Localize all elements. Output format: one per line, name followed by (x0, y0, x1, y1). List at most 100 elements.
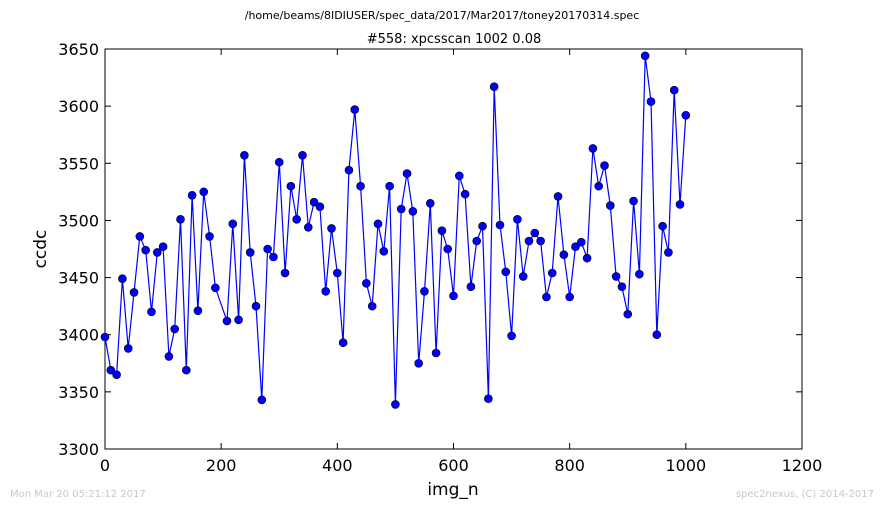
data-point (251, 301, 261, 311)
data-point (356, 181, 365, 191)
data-point (501, 267, 511, 277)
chart-title: #558: xpcsscan 1002 0.08 (367, 32, 542, 47)
data-point (100, 332, 110, 342)
data-point (402, 169, 412, 178)
data-point (176, 214, 185, 224)
y-tick-label: 3400 (58, 326, 99, 345)
x-tick-label: 400 (322, 456, 353, 475)
data-point (460, 189, 470, 199)
data-point (437, 226, 447, 236)
data-point (170, 324, 179, 334)
data-point (524, 236, 534, 246)
data-point (518, 272, 528, 281)
data-point (547, 268, 557, 278)
axis-ticks: 0 200 400 600 800 1000 1200 3300 3350 3400 3450 350… (58, 40, 822, 475)
data-point (123, 344, 133, 353)
data-point (629, 196, 638, 206)
data-point (182, 365, 191, 375)
y-tick-label: 3600 (58, 97, 99, 116)
data-point (228, 219, 238, 229)
x-tick-label: 600 (438, 456, 469, 475)
data-point (530, 228, 540, 238)
data-point (333, 268, 342, 278)
data-point (327, 224, 336, 233)
y-tick-label: 3650 (58, 40, 99, 59)
plot-area (104, 48, 803, 450)
data-point (303, 222, 313, 232)
footer-timestamp: Mon Mar 20 05:21:12 2017 (10, 489, 146, 500)
x-tick-label: 1000 (665, 456, 706, 475)
data-point (298, 150, 307, 160)
data-point (431, 348, 441, 358)
data-point (222, 316, 232, 326)
data-point (455, 171, 464, 181)
data-point (420, 286, 429, 296)
data-point (315, 202, 325, 212)
data-point (559, 250, 569, 260)
data-point (269, 252, 278, 262)
data-point (489, 82, 499, 92)
data-point (594, 181, 604, 191)
data-point (571, 242, 580, 252)
data-point (449, 291, 458, 301)
x-tick-label: 1200 (782, 456, 823, 475)
data-point (611, 272, 621, 281)
footer-credit: spec2nexus, (C) 2014-2017 (735, 489, 874, 500)
data-point (211, 283, 220, 293)
data-point (129, 288, 139, 297)
data-point (542, 292, 551, 302)
data-point (565, 292, 574, 302)
data-point (396, 204, 406, 214)
data-point (141, 245, 150, 255)
y-tick-label: 3350 (58, 383, 99, 402)
data-point (106, 365, 116, 375)
x-axis-label: img_n (427, 480, 478, 500)
data-point (205, 232, 214, 241)
y-tick-label: 3450 (58, 269, 99, 288)
data-point (344, 165, 354, 175)
data-point (513, 214, 522, 224)
data-point (606, 201, 615, 210)
series-line (104, 55, 687, 405)
data-point (112, 370, 121, 380)
data-point (193, 306, 203, 316)
data-point (425, 198, 435, 208)
data-point (164, 352, 174, 361)
data-point (576, 237, 586, 247)
data-point (617, 282, 627, 292)
data-point (675, 200, 685, 209)
x-tick-label: 800 (554, 456, 585, 475)
data-point (391, 400, 400, 409)
data-point (152, 248, 162, 257)
y-axis-label: ccdc (31, 230, 51, 269)
data-point (582, 253, 592, 263)
data-point (478, 221, 487, 231)
y-tick-label: 3300 (58, 440, 99, 459)
data-point (536, 236, 545, 246)
data-point (681, 110, 691, 120)
file-path-title: /home/beams/8IDIUSER/spec_data/2017/Mar2… (244, 9, 640, 22)
data-point (414, 358, 423, 368)
data-point (408, 206, 418, 216)
data-point (640, 51, 650, 61)
data-point (147, 307, 156, 317)
data-point (338, 338, 348, 348)
y-tick-label: 3500 (58, 211, 99, 230)
data-point (263, 244, 272, 254)
data-point (669, 85, 679, 95)
series-lines (104, 55, 687, 405)
data-point (350, 105, 360, 114)
data-point (309, 197, 319, 207)
data-point (199, 187, 209, 197)
data-point (664, 248, 673, 257)
data-point (646, 97, 656, 106)
data-point (495, 220, 505, 230)
data-point (507, 331, 516, 341)
data-point (240, 150, 249, 160)
data-point (379, 246, 389, 256)
data-point (600, 161, 609, 170)
data-point (623, 309, 633, 319)
data-point (321, 286, 331, 296)
data-point (135, 232, 145, 241)
